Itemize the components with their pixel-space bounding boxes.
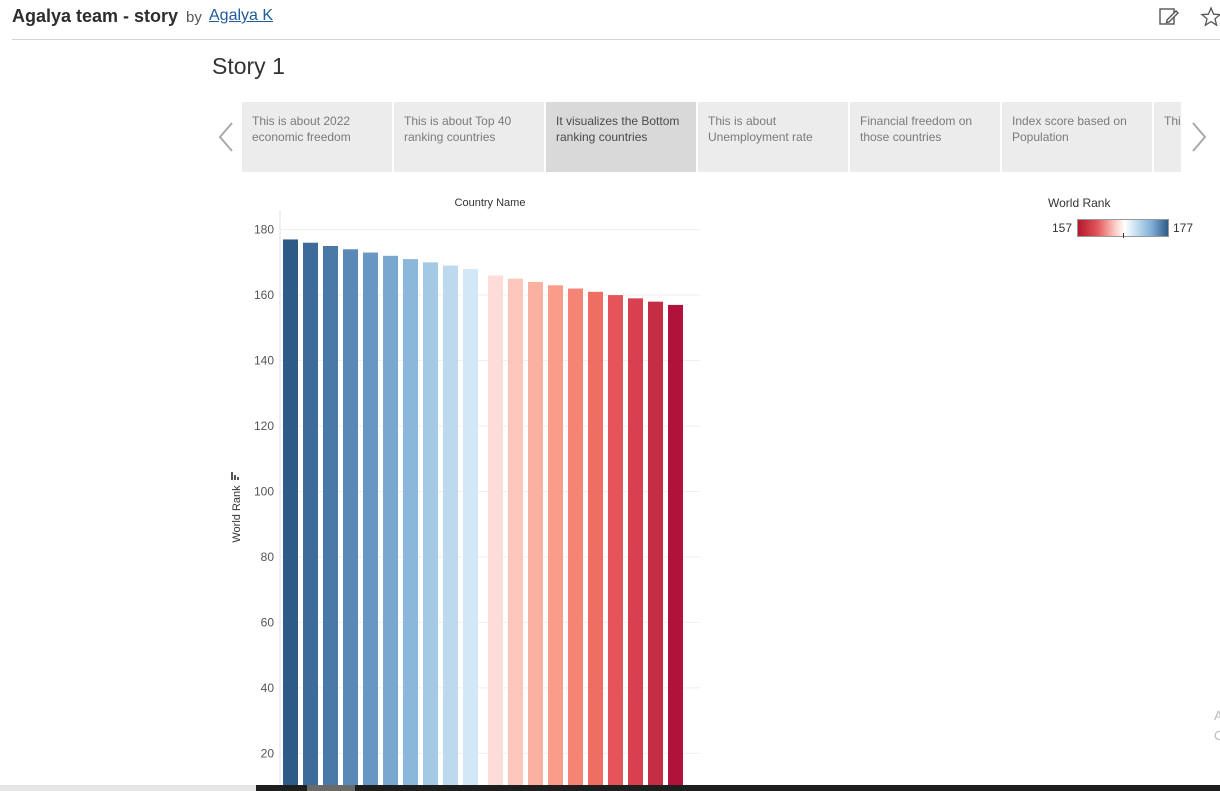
scrollbar-thumb[interactable] [307,785,355,791]
scrollbar-track[interactable] [256,785,1220,791]
chevron-right-icon[interactable] [1187,120,1211,154]
sort-icon-bar [231,472,233,480]
legend-title: World Rank [1048,196,1111,210]
legend-max-value: 177 [1173,221,1194,235]
bar-19 [648,301,663,786]
legend-tick [1123,233,1124,238]
story-point-5[interactable]: Financial freedom on those countries [850,102,1000,172]
sort-icon [231,472,239,480]
story-title: Story 1 [212,53,285,79]
y-axis-label: World Rank [231,485,243,543]
bar-18 [628,298,643,786]
y-tick-label: 140 [254,354,274,368]
bar-2 [303,242,318,786]
story-point-3[interactable]: It visualizes the Bottom ranking countri… [546,102,696,172]
by-label: by [186,9,202,26]
bar-3 [323,246,338,786]
chart-svg: 20 40 60 80 100 120 140 160 180 Country Name World… [231,197,700,787]
bar-13 [528,282,543,786]
workbook-title: Agalya team - story [12,6,179,26]
y-tick-label: 40 [261,681,275,695]
bar-15 [568,288,583,786]
edit-pencil-icon[interactable] [1158,6,1180,28]
bar-11 [488,275,503,786]
story-point-4[interactable]: This is about Unemployment rate [698,102,848,172]
legend-min-value: 157 [1052,221,1073,235]
y-tick-label: 120 [254,419,274,433]
story-point-1[interactable]: This is about 2022 economic freedom [242,102,392,172]
bar-4 [343,249,358,787]
bar-16 [588,291,603,786]
story-point-6[interactable]: Index score based on Population [1002,102,1152,172]
bar-5 [363,252,378,786]
header-divider [12,39,1220,40]
bar-14 [548,285,563,786]
bar-20 [668,304,683,786]
y-tick-label: 80 [261,550,275,564]
y-tick-label: 100 [254,484,274,498]
y-tick-label: 180 [254,223,274,237]
bar-17 [608,295,623,786]
author-link[interactable]: Agalya K [209,7,274,24]
bar-1 [283,239,298,787]
y-tick-label: 160 [254,288,274,302]
story-point-2[interactable]: This is about Top 40 ranking countries [394,102,544,172]
bar-9 [443,265,458,786]
star-icon[interactable] [1200,6,1220,28]
story-points-navigator: This is about 2022 economic freedom This … [242,102,1181,172]
bar-6 [383,255,398,786]
sort-icon-bar [234,475,236,480]
sort-icon-bar [237,477,239,480]
chevron-left-icon[interactable] [214,120,238,154]
bar-8 [423,262,438,786]
horizontal-scrollbar[interactable] [0,785,1220,791]
bar-chart: 20 40 60 80 100 120 140 160 180 Country Name World… [220,190,1220,787]
story-header: Agalya team - story by Agalya K [0,0,1220,40]
column-header-title: Country Name [455,197,526,209]
bar-10 [463,268,478,787]
y-tick-label: 20 [261,746,275,760]
bar-12 [508,278,523,786]
y-tick-label: 60 [261,615,275,629]
bar-7 [403,259,418,786]
story-point-7[interactable]: This GDP [1154,102,1181,172]
